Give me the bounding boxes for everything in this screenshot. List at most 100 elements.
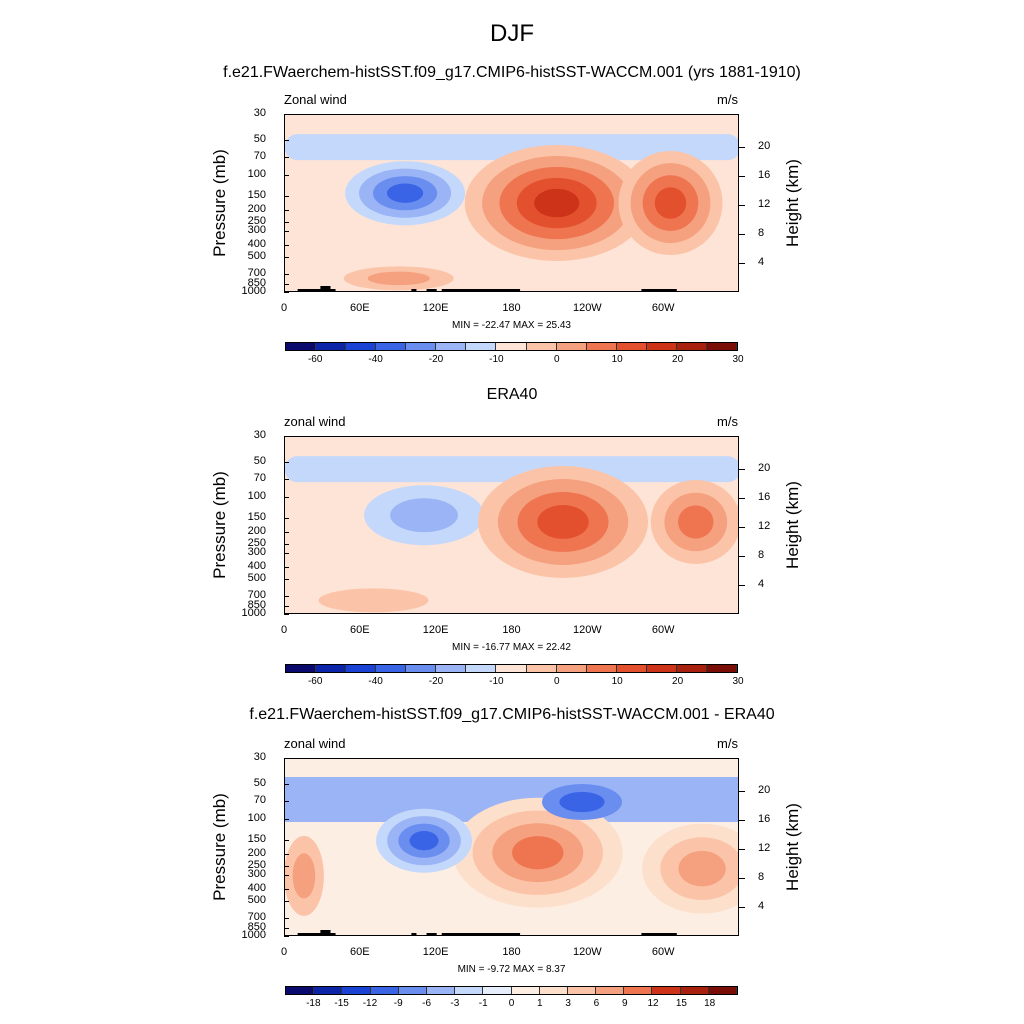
easterly-core-level-3: [386, 183, 424, 203]
height-tick: [739, 790, 745, 792]
height-tick: [739, 906, 745, 908]
pressure-tick: [284, 567, 289, 569]
pressure-tick: [284, 927, 289, 929]
jet-atlantic-level-3: [654, 187, 687, 219]
colorbar-swatch: [511, 987, 540, 994]
pressure-tick: [284, 273, 289, 275]
contour-field: [285, 437, 738, 613]
colorbar-swatch: [346, 343, 377, 350]
colorbar-swatch: [406, 343, 437, 350]
x-tick-label: 60W: [651, 624, 675, 636]
x-tick-label: 120W: [572, 946, 602, 958]
pressure-tick: [284, 578, 289, 580]
pressure-tick-label: 30: [253, 751, 266, 763]
colorbar-label: -10: [489, 354, 504, 365]
x-tick-label: 0: [280, 302, 288, 314]
colorbar-swatch: [646, 665, 677, 672]
topography-mask: [426, 933, 437, 935]
colorbar: [285, 986, 738, 995]
contour-plot: [284, 436, 739, 614]
min-max-label: MIN = -16.77 MAX = 22.42: [452, 642, 571, 653]
pressure-tick: [284, 283, 289, 285]
pressure-tick-label: 400: [247, 238, 266, 251]
pressure-tick-label: 400: [247, 560, 266, 573]
colorbar-label: -6: [422, 998, 432, 1009]
pressure-tick: [284, 936, 289, 937]
height-tick: [739, 877, 745, 879]
colorbar-swatch: [646, 343, 677, 350]
colorbar-label: 3: [565, 998, 571, 1009]
colorbar-swatch: [286, 665, 317, 672]
y-axis-label: Pressure (mb): [210, 471, 229, 579]
x-tick-label: 60E: [350, 302, 370, 314]
x-tick-label: 180: [502, 946, 521, 958]
pressure-tick: [284, 854, 289, 856]
topography-mask: [441, 933, 521, 935]
units-label: m/s: [717, 414, 738, 429]
colorbar-label: -10: [489, 676, 504, 687]
contour-field: [285, 115, 738, 291]
colorbar: [285, 342, 738, 351]
pressure-tick: [284, 175, 289, 177]
pressure-tick: [284, 292, 289, 293]
pressure-tick: [284, 210, 289, 212]
colorbar-swatch: [616, 665, 647, 672]
pressure-tick-label: 100: [247, 168, 266, 181]
colorbar-label: -12: [362, 998, 378, 1009]
colorbar: [285, 664, 738, 673]
colorbar-swatch: [455, 987, 484, 994]
pressure-tick: [284, 614, 289, 615]
pressure-tick-label: 850: [247, 598, 266, 611]
x-tick-label: 60W: [651, 302, 675, 314]
colorbar-swatch: [466, 343, 497, 350]
pressure-tick-label: 70: [253, 794, 266, 806]
height-tick: [739, 146, 745, 148]
height-tick: [739, 584, 745, 586]
jet-pacific-level-4: [534, 188, 580, 218]
pressure-tick: [284, 783, 289, 785]
x-tick-label: 0: [280, 946, 288, 958]
pressure-tick-label: 100: [247, 490, 266, 503]
variable-label: zonal wind: [284, 736, 346, 751]
pressure-tick-label: 700: [247, 266, 266, 279]
height-tick: [739, 819, 745, 821]
negative-anomaly-level-3: [409, 831, 439, 851]
pressure-tick: [284, 157, 289, 158]
colorbar-swatch: [316, 665, 347, 672]
x-tick-label: 120W: [572, 302, 602, 314]
topography-mask: [320, 286, 331, 291]
colorbar-swatch: [556, 343, 587, 350]
height-tick: [739, 175, 745, 177]
surface-westerly-level-1: [367, 271, 430, 286]
colorbar-swatch: [586, 343, 617, 350]
colorbar-label: 1: [537, 998, 543, 1009]
height-tick-label: 20: [758, 461, 771, 474]
pressure-tick: [284, 195, 289, 197]
height-tick: [739, 233, 745, 235]
pressure-tick: [284, 532, 289, 534]
panel-title: f.e21.FWaerchem-histSST.f09_g17.CMIP6-hi…: [223, 64, 801, 81]
colorbar-label: -3: [450, 998, 460, 1009]
pressure-tick-label: 50: [253, 132, 266, 145]
pressure-tick: [284, 900, 289, 902]
height-tick: [739, 262, 745, 264]
height-tick-label: 16: [758, 490, 771, 503]
pressure-tick: [284, 479, 289, 480]
y-axis-label: Pressure (mb): [210, 149, 229, 257]
height-tick-label: 4: [758, 899, 765, 912]
pressure-tick: [284, 801, 289, 802]
pressure-tick-label: 300: [247, 223, 266, 236]
colorbar-label: -15: [334, 998, 349, 1009]
colorbar-swatch: [286, 343, 317, 350]
colorbar-swatch: [286, 987, 315, 994]
easterly-core-level-1: [390, 498, 458, 533]
colorbar-swatch: [314, 987, 343, 994]
easterly-band: [285, 456, 738, 483]
y-axis-label-right: Height (km): [783, 803, 802, 891]
pressure-tick-label: 700: [247, 588, 266, 601]
min-max-label: MIN = -9.72 MAX = 8.37: [457, 964, 566, 975]
colorbar-swatch: [708, 987, 737, 994]
colorbar-label: 6: [593, 998, 600, 1009]
negative-upper-level-1: [559, 791, 605, 813]
easterly-band: [285, 134, 738, 161]
